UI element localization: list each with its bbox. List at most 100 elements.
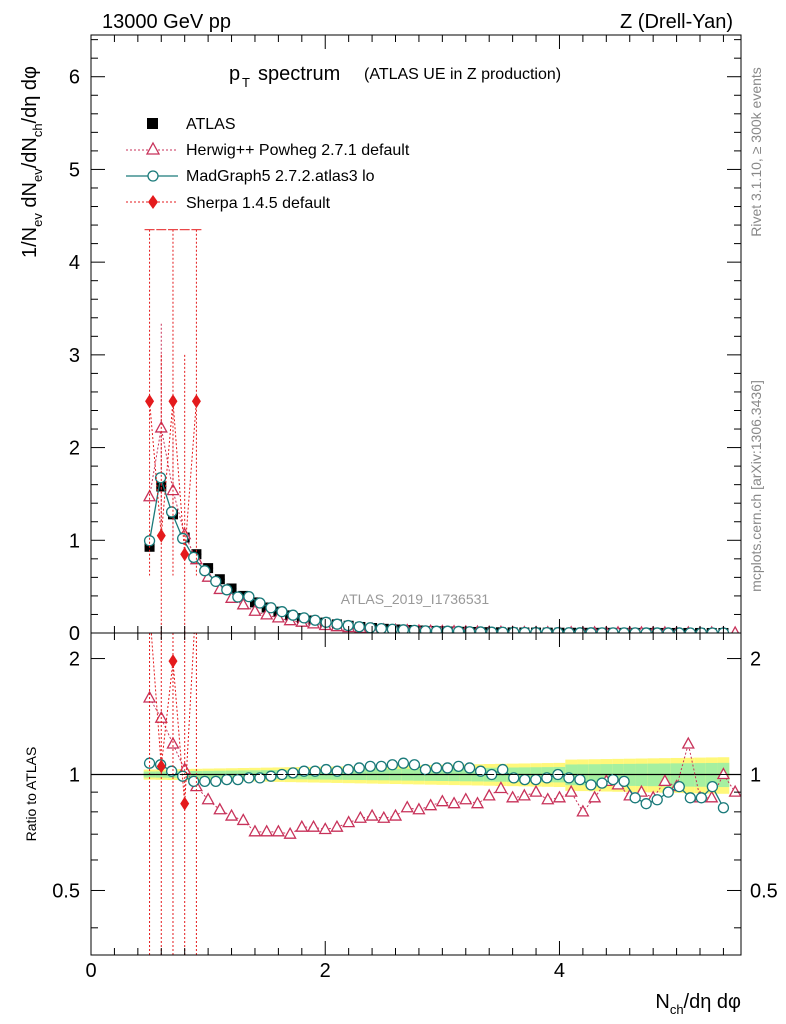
main-ytick-label: 2 [69,438,80,460]
ratio-ytick-label-right: 2 [750,649,761,671]
madgraph-point [375,760,387,773]
madgraph-point [353,621,365,633]
legend-item-atlas: ATLAS [147,116,236,133]
madgraph-point [243,772,255,784]
herwig-point [248,824,262,837]
madgraph-point [298,765,310,777]
herwig-point [166,736,180,749]
madgraph-point [408,624,421,633]
madgraph-point [143,535,156,547]
madgraph-point [397,624,410,633]
subtitle: (ATLAS UE in Z production) [364,66,561,83]
process-label: Z (Drell-Yan) [620,11,733,33]
main-ytick-label: 5 [69,159,80,181]
madgraph-point [486,626,498,633]
madgraph-point [397,757,410,769]
herwig-point [459,792,473,805]
madgraph-point [265,770,277,782]
madgraph-point [463,626,476,633]
madgraph-point [342,763,354,776]
madgraph-point [441,625,454,633]
herwig-point [494,781,508,794]
madgraph-point [563,772,575,784]
madgraph-point [232,591,244,603]
madgraph-point [684,792,696,804]
herwig-point [260,607,274,620]
madgraph-point [331,618,343,630]
madgraph-point [530,773,542,786]
herwig-point [400,800,414,813]
madgraph-point [276,606,288,618]
madgraph-point [243,591,255,603]
herwig-point [306,819,321,832]
ratio-ytick-label-right: 0.5 [750,880,778,902]
madgraph-point [154,472,167,484]
herwig-point [365,808,379,821]
herwig-point [260,824,274,837]
sherpa-point [156,528,166,543]
madgraph-point [309,765,321,777]
madgraph-point [695,792,708,804]
main-ylabel: 1/Nev dNev/dNch/dη dφ [19,66,45,258]
madgraph-point [188,775,200,787]
herwig-point [731,625,740,633]
madgraph-point [375,622,387,633]
madgraph-point [607,773,619,786]
mcplots-label: mcplots.cern.ch [arXiv:1306.3436] [748,380,764,592]
ratio-ytick-label: 2 [69,649,80,671]
herwig-point [517,788,531,801]
herwig-point [447,796,461,809]
ratio-xtick-label: 0 [85,960,96,982]
herwig-point [295,819,309,832]
herwig-point [236,597,250,610]
main-panel: 0 1 2 3 4 5 6 p T spectrum (ATLAS UE in Z prod… [19,34,742,645]
ratio-frame [90,632,742,956]
madgraph-point [419,625,432,633]
title-spectrum: spectrum [258,63,340,85]
madgraph-point [265,602,277,614]
herwig-point [213,802,227,815]
madgraph-point [386,623,398,633]
ratio-xlabel: Nch/dη dφ [655,991,741,1017]
madgraph-point [254,772,266,784]
herwig-point [201,792,215,805]
main-ytick-label: 6 [69,67,80,89]
madgraph-point [474,626,487,633]
herwig-point [318,822,332,835]
sherpa-point [168,654,178,669]
madgraph-point [574,773,586,786]
madgraph-point [210,575,222,588]
sherpa-point [168,394,178,409]
main-axis-ticks: 0 1 2 3 4 5 6 [69,35,741,645]
madgraph-point [287,609,299,621]
madgraph-point [199,565,211,577]
herwig-point [342,815,356,828]
herwig-point [588,790,602,803]
ratio-ylabel: Ratio to ATLAS [23,747,39,842]
madgraph-point [585,779,597,791]
madgraph-point [364,622,376,633]
main-ytick-label: 0 [69,623,80,645]
herwig-point [728,784,741,797]
madgraph-point [199,775,211,787]
herwig-point [529,784,543,797]
madgraph-point [508,772,520,784]
analysis-watermark: ATLAS_2019_I1736531 [341,591,490,607]
herwig-point [424,798,438,811]
madgraph-point [320,763,332,776]
madgraph-point [541,772,553,784]
herwig-point [541,792,555,805]
herwig-point [224,808,239,821]
ratio-ytick-label: 0.5 [52,880,80,902]
ratio-xtick-label: 4 [554,960,565,982]
herwig-point [412,802,426,815]
madgraph-point [629,792,641,804]
herwig-point [658,773,672,786]
herwig-point [388,808,403,821]
madgraph-point [519,773,531,786]
madgraph-point [386,759,399,771]
main-ytick-label: 3 [69,345,80,367]
legend-item-sherpa: Sherpa 1.4.5 default [126,195,331,212]
herwig-point [435,794,449,807]
svg-text:Nch/dη dφ: Nch/dη dφ [655,991,741,1017]
